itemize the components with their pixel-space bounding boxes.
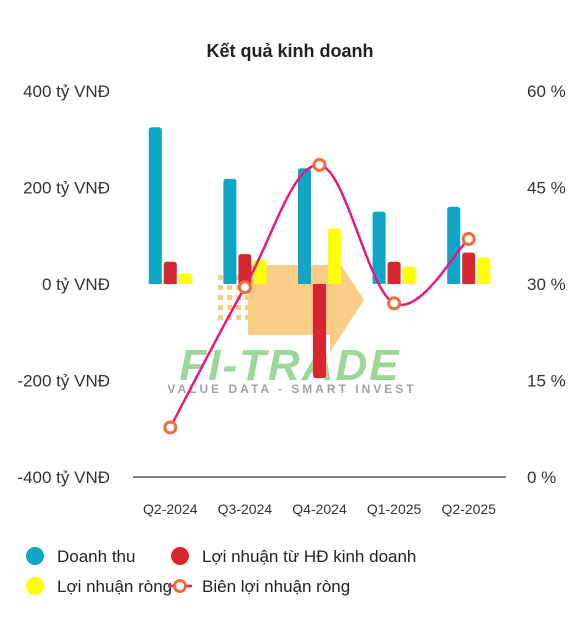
watermark-dot — [254, 315, 259, 320]
watermark-dot — [245, 305, 250, 310]
y-right-tick-label: 15 % — [527, 372, 566, 391]
x-tick-label: Q3-2024 — [218, 501, 273, 517]
legend-dot-swatch — [171, 547, 189, 565]
y-left-tick-label: -200 tỷ VNĐ — [17, 372, 110, 391]
watermark-dot — [236, 305, 241, 310]
watermark-dot — [218, 295, 223, 300]
margin-point[interactable] — [237, 280, 252, 295]
watermark-dot — [272, 295, 277, 300]
x-tick-label: Q1-2025 — [367, 501, 422, 517]
watermark-dot — [227, 305, 232, 310]
margin-point[interactable] — [387, 296, 402, 311]
bar-revenue[interactable] — [372, 211, 386, 284]
watermark-dot — [263, 295, 268, 300]
watermark-dot — [236, 315, 241, 320]
margin-point[interactable] — [312, 157, 327, 172]
y-axis-left: 400 tỷ VNĐ 200 tỷ VNĐ 0 tỷ VNĐ -200 tỷ VNĐ -… — [17, 82, 110, 487]
bar-revenue[interactable] — [223, 178, 237, 284]
y-left-tick-label: -400 tỷ VNĐ — [17, 468, 110, 487]
watermark-dot — [245, 315, 250, 320]
bar-net-profit[interactable] — [477, 257, 491, 284]
watermark-tagline: VALUE DATA - SMART INVEST — [167, 382, 416, 396]
watermark-dot — [218, 275, 223, 280]
watermark-brand: FI-TRADE — [179, 341, 400, 390]
legend-label: Doanh thu — [57, 547, 135, 566]
bar-net-profit[interactable] — [178, 273, 192, 284]
y-left-tick-label: 0 tỷ VNĐ — [42, 275, 110, 294]
legend-dot-swatch — [26, 547, 44, 565]
watermark-dot — [227, 295, 232, 300]
bar-operating-profit[interactable] — [387, 261, 401, 284]
legend-item[interactable]: Doanh thu — [26, 547, 135, 566]
legend: Doanh thu Lợi nhuận từ HĐ kinh doanh Lợi n… — [26, 547, 416, 596]
watermark-dot — [272, 285, 277, 290]
y-right-tick-label: 0 % — [527, 468, 556, 487]
watermark-dot — [272, 305, 277, 310]
legend-label: Lợi nhuận ròng — [57, 577, 172, 596]
margin-line-series — [163, 157, 476, 435]
watermark-dot — [254, 295, 259, 300]
bar-net-profit[interactable] — [328, 228, 341, 284]
bar-net-profit[interactable] — [253, 259, 267, 284]
bar-revenue[interactable] — [298, 168, 311, 284]
bar-net-profit[interactable] — [402, 266, 416, 284]
chart-title: Kết quả kinh doanh — [206, 41, 373, 61]
y-axis-right: 60 % 45 % 30 % 15 % 0 % — [527, 82, 566, 487]
watermark-dot — [254, 285, 259, 290]
watermark-dot — [227, 285, 232, 290]
margin-point[interactable] — [461, 231, 476, 246]
y-right-tick-label: 45 % — [527, 179, 566, 198]
y-right-tick-label: 60 % — [527, 82, 566, 101]
y-left-tick-label: 200 tỷ VNĐ — [23, 179, 110, 198]
bar-revenue[interactable] — [447, 206, 461, 284]
watermark-dot — [263, 315, 268, 320]
bars-group — [148, 127, 491, 379]
watermark-dot — [263, 285, 268, 290]
watermark-dot — [218, 285, 223, 290]
x-axis: Q2-2024 Q3-2024 Q4-2024 Q1-2025 Q2-2025 — [143, 501, 496, 517]
legend-item[interactable]: Lợi nhuận từ HĐ kinh doanh — [171, 547, 416, 566]
watermark-dot — [254, 305, 259, 310]
legend-label: Biên lợi nhuận ròng — [202, 577, 350, 596]
x-tick-label: Q2-2025 — [441, 501, 496, 517]
y-left-tick-label: 400 tỷ VNĐ — [23, 82, 110, 101]
watermark-dot — [245, 295, 250, 300]
legend-marker-swatch — [173, 579, 187, 593]
watermark-dot — [218, 305, 223, 310]
legend-item[interactable]: Biên lợi nhuận ròng — [168, 577, 350, 596]
watermark-dot — [218, 315, 223, 320]
y-right-tick-label: 30 % — [527, 275, 566, 294]
bar-operating-profit[interactable] — [313, 284, 326, 379]
watermark-dot — [272, 315, 277, 320]
bar-operating-profit[interactable] — [462, 252, 476, 284]
watermark-dot — [272, 275, 277, 280]
legend-dot-swatch — [26, 577, 44, 595]
legend-label: Lợi nhuận từ HĐ kinh doanh — [202, 547, 416, 566]
x-tick-label: Q4-2024 — [292, 501, 347, 517]
bar-operating-profit[interactable] — [238, 254, 252, 284]
bar-revenue[interactable] — [148, 127, 162, 284]
watermark-dot — [263, 305, 268, 310]
bar-operating-profit[interactable] — [163, 261, 177, 284]
legend-item[interactable]: Lợi nhuận ròng — [26, 577, 172, 596]
x-tick-label: Q2-2024 — [143, 501, 198, 517]
margin-point[interactable] — [163, 420, 178, 435]
